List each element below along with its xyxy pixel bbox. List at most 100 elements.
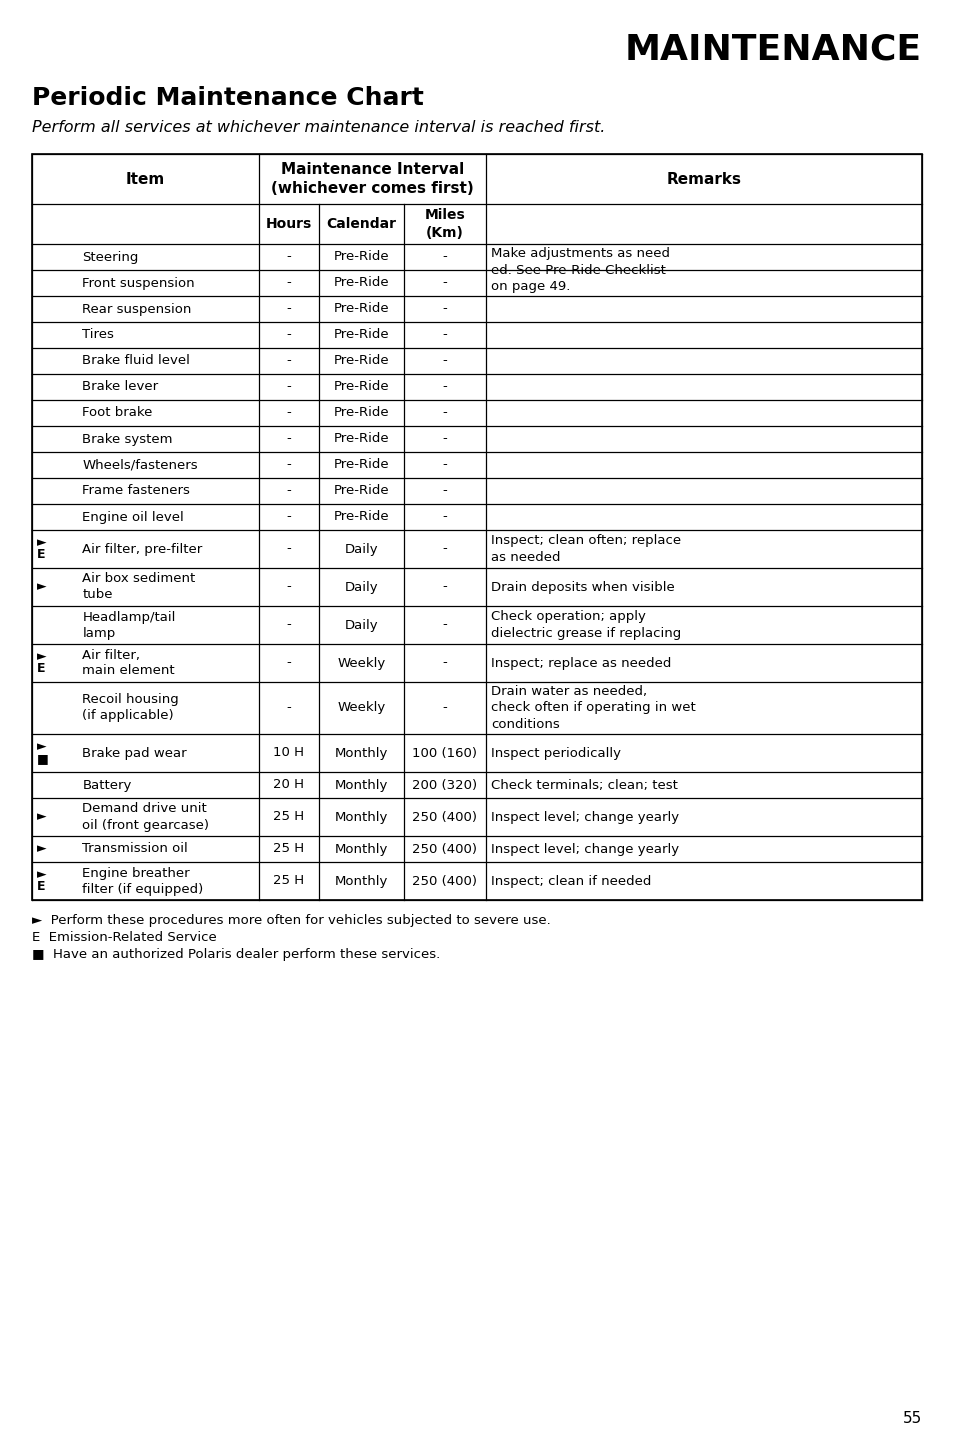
Text: Frame fasteners: Frame fasteners [82, 484, 190, 497]
Text: 10 H: 10 H [273, 746, 304, 759]
Text: -: - [286, 484, 291, 497]
Text: Pre-Ride: Pre-Ride [334, 381, 389, 394]
Text: Daily: Daily [344, 542, 377, 555]
Text: -: - [442, 276, 447, 289]
Text: Drain deposits when visible: Drain deposits when visible [491, 580, 674, 593]
Text: -: - [286, 432, 291, 445]
Text: Miles
(Km): Miles (Km) [424, 208, 465, 240]
Text: Steering: Steering [82, 250, 138, 263]
Text: Engine oil level: Engine oil level [82, 510, 184, 523]
Text: Check operation; apply
dielectric grease if replacing: Check operation; apply dielectric grease… [491, 611, 680, 640]
Text: -: - [442, 542, 447, 555]
Text: Monthly: Monthly [335, 810, 388, 823]
Text: Air box sediment
tube: Air box sediment tube [82, 573, 195, 602]
Text: -: - [286, 618, 291, 631]
Text: Weekly: Weekly [336, 657, 385, 669]
Text: E  Emission-Related Service: E Emission-Related Service [32, 931, 216, 944]
Text: Monthly: Monthly [335, 746, 388, 759]
Text: -: - [286, 580, 291, 593]
Text: Headlamp/tail
lamp: Headlamp/tail lamp [82, 611, 175, 640]
Text: Inspect level; change yearly: Inspect level; change yearly [491, 842, 679, 855]
Text: ■: ■ [37, 753, 49, 765]
Text: Inspect level; change yearly: Inspect level; change yearly [491, 810, 679, 823]
Text: 55: 55 [902, 1410, 921, 1426]
Text: -: - [286, 542, 291, 555]
Text: ►: ► [37, 650, 47, 663]
Text: Inspect; clean if needed: Inspect; clean if needed [491, 874, 651, 887]
Text: Perform all services at whichever maintenance interval is reached first.: Perform all services at whichever mainte… [32, 121, 605, 135]
Text: Pre-Ride: Pre-Ride [334, 484, 389, 497]
Text: Pre-Ride: Pre-Ride [334, 458, 389, 471]
Text: Transmission oil: Transmission oil [82, 842, 188, 855]
Text: Front suspension: Front suspension [82, 276, 194, 289]
Text: MAINTENANCE: MAINTENANCE [624, 32, 921, 65]
Text: -: - [442, 701, 447, 714]
Text: -: - [442, 580, 447, 593]
Text: Inspect; clean often; replace
as needed: Inspect; clean often; replace as needed [491, 534, 680, 564]
Text: Inspect periodically: Inspect periodically [491, 746, 620, 759]
Text: Check terminals; clean; test: Check terminals; clean; test [491, 778, 677, 791]
Text: -: - [442, 381, 447, 394]
Text: Battery: Battery [82, 778, 132, 791]
Text: Daily: Daily [344, 580, 377, 593]
Text: E: E [37, 881, 46, 894]
Text: -: - [442, 250, 447, 263]
Text: Pre-Ride: Pre-Ride [334, 510, 389, 523]
Text: -: - [286, 355, 291, 368]
Text: -: - [286, 657, 291, 669]
Text: -: - [442, 657, 447, 669]
Text: -: - [286, 276, 291, 289]
Text: Air filter, pre-filter: Air filter, pre-filter [82, 542, 202, 555]
Text: -: - [442, 484, 447, 497]
Text: -: - [286, 329, 291, 342]
Text: Monthly: Monthly [335, 874, 388, 887]
Text: Pre-Ride: Pre-Ride [334, 329, 389, 342]
Text: -: - [442, 329, 447, 342]
Text: -: - [442, 618, 447, 631]
Text: ■  Have an authorized Polaris dealer perform these services.: ■ Have an authorized Polaris dealer perf… [32, 948, 439, 961]
Text: Calendar: Calendar [326, 217, 395, 231]
Text: -: - [442, 458, 447, 471]
Text: E: E [37, 548, 46, 561]
Text: Pre-Ride: Pre-Ride [334, 432, 389, 445]
Text: Foot brake: Foot brake [82, 407, 152, 420]
Text: Engine breather
filter (if equipped): Engine breather filter (if equipped) [82, 867, 203, 896]
Text: Air filter,
main element: Air filter, main element [82, 648, 174, 678]
Text: Maintenance Interval
(whichever comes first): Maintenance Interval (whichever comes fi… [271, 161, 474, 196]
Text: ►: ► [37, 868, 47, 881]
Bar [32, 154, 921, 900]
Text: -: - [442, 432, 447, 445]
Text: Tires: Tires [82, 329, 114, 342]
Text: Daily: Daily [344, 618, 377, 631]
Text: Pre-Ride: Pre-Ride [334, 250, 389, 263]
Text: 20 H: 20 H [273, 778, 304, 791]
Text: Monthly: Monthly [335, 842, 388, 855]
Text: 250 (400): 250 (400) [412, 842, 476, 855]
Text: Make adjustments as need
ed. See Pre-Ride Checklist
on page 49.: Make adjustments as need ed. See Pre-Rid… [491, 247, 669, 294]
Text: Brake fluid level: Brake fluid level [82, 355, 190, 368]
Text: ►  Perform these procedures more often for vehicles subjected to severe use.: ► Perform these procedures more often fo… [32, 915, 550, 928]
Text: -: - [286, 458, 291, 471]
Text: Brake system: Brake system [82, 432, 172, 445]
Text: Demand drive unit
oil (front gearcase): Demand drive unit oil (front gearcase) [82, 803, 209, 832]
Text: Wheels/fasteners: Wheels/fasteners [82, 458, 197, 471]
Text: Pre-Ride: Pre-Ride [334, 302, 389, 316]
Text: -: - [442, 407, 447, 420]
Text: 100 (160): 100 (160) [412, 746, 476, 759]
Text: -: - [442, 355, 447, 368]
Text: -: - [286, 510, 291, 523]
Text: ►: ► [37, 740, 47, 753]
Text: -: - [286, 250, 291, 263]
Text: Pre-Ride: Pre-Ride [334, 407, 389, 420]
Text: Pre-Ride: Pre-Ride [334, 276, 389, 289]
Text: Brake pad wear: Brake pad wear [82, 746, 187, 759]
Text: Brake lever: Brake lever [82, 381, 158, 394]
Text: Remarks: Remarks [666, 172, 740, 186]
Text: ►: ► [37, 537, 47, 550]
Text: Monthly: Monthly [335, 778, 388, 791]
Text: E: E [37, 663, 46, 676]
Text: 25 H: 25 H [273, 874, 304, 887]
Text: 250 (400): 250 (400) [412, 810, 476, 823]
Text: 25 H: 25 H [273, 810, 304, 823]
Text: -: - [286, 381, 291, 394]
